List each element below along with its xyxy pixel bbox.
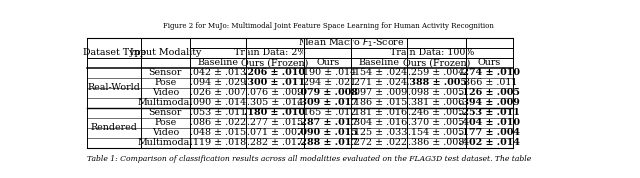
Text: .274 ± .010: .274 ± .010: [459, 68, 520, 77]
Text: .086 ± .022: .086 ± .022: [189, 118, 246, 127]
Text: .294 ± .021: .294 ± .021: [300, 78, 356, 87]
Text: .079 ± .008: .079 ± .008: [298, 88, 358, 97]
Text: .386 ± .008: .386 ± .008: [408, 138, 465, 147]
Text: .181 ± .016: .181 ± .016: [351, 108, 408, 117]
Text: .388 ± .005: .388 ± .005: [406, 78, 467, 87]
Text: .090 ± .014: .090 ± .014: [189, 98, 246, 107]
Text: .246 ± .005: .246 ± .005: [408, 108, 465, 117]
Text: .304 ± .016: .304 ± .016: [351, 118, 408, 127]
Text: Figure 2 for MuJo: Multimodal Joint Feature Space Learning for Human Activity Re: Figure 2 for MuJo: Multimodal Joint Feat…: [163, 22, 493, 30]
Text: Multimodal: Multimodal: [138, 98, 193, 107]
Text: .271 ± .024: .271 ± .024: [351, 78, 407, 87]
Text: .300 ± .011: .300 ± .011: [244, 78, 305, 87]
Text: .366 ± .011: .366 ± .011: [461, 78, 518, 87]
Text: Multimodal: Multimodal: [138, 138, 193, 147]
Text: Table 1: Comparison of classification results across all modalities evaluated on: Table 1: Comparison of classification re…: [88, 155, 532, 163]
Text: .026 ± .007: .026 ± .007: [189, 88, 246, 97]
Text: .309 ± .017: .309 ± .017: [298, 98, 358, 107]
Text: .119 ± .018: .119 ± .018: [189, 138, 246, 147]
Text: Ours: Ours: [478, 58, 501, 67]
Text: Ours (Frozen): Ours (Frozen): [403, 58, 470, 67]
Text: .370 ± .005: .370 ± .005: [408, 118, 465, 127]
Text: .177 ± .004: .177 ± .004: [459, 128, 520, 137]
Text: Train Data: 2%: Train Data: 2%: [234, 48, 307, 57]
Text: .154 ± .024: .154 ± .024: [351, 68, 408, 77]
Text: .186 ± .015: .186 ± .015: [351, 98, 408, 107]
Text: Baseline: Baseline: [197, 58, 238, 67]
Text: .042 ± .013: .042 ± .013: [189, 68, 246, 77]
Text: .404 ± .010: .404 ± .010: [459, 118, 520, 127]
Text: .190 ± .014: .190 ± .014: [300, 68, 356, 77]
Text: Rendered: Rendered: [91, 123, 138, 132]
Text: .125 ± .033: .125 ± .033: [351, 128, 408, 137]
Text: .381 ± .006: .381 ± .006: [408, 98, 465, 107]
Text: Sensor: Sensor: [148, 108, 182, 117]
Text: .402 ± .014: .402 ± .014: [459, 138, 520, 147]
Text: .180 ± .010: .180 ± .010: [244, 108, 305, 117]
Text: Video: Video: [152, 88, 179, 97]
Text: .288 ± .017: .288 ± .017: [297, 138, 358, 147]
Text: Input Modality: Input Modality: [130, 48, 201, 57]
Text: .165 ± .012: .165 ± .012: [300, 108, 356, 117]
Text: .071 ± .007: .071 ± .007: [247, 128, 303, 137]
Text: .053 ± .011: .053 ± .011: [189, 108, 246, 117]
Text: Baseline: Baseline: [359, 58, 400, 67]
Text: Ours: Ours: [316, 58, 339, 67]
Text: .094 ± .029: .094 ± .029: [189, 78, 246, 87]
Text: Mean Macro $F_1$-Score: Mean Macro $F_1$-Score: [298, 36, 404, 49]
Text: Dataset Type: Dataset Type: [83, 48, 146, 57]
Text: .394 ± .009: .394 ± .009: [459, 98, 520, 107]
Text: .206 ± .010: .206 ± .010: [244, 68, 305, 77]
Text: Real-World: Real-World: [88, 83, 141, 92]
Text: .259 ± .004: .259 ± .004: [408, 68, 465, 77]
Text: .154 ± .005: .154 ± .005: [408, 128, 465, 137]
Text: .090 ± .015: .090 ± .015: [298, 128, 358, 137]
Text: .282 ± .017: .282 ± .017: [247, 138, 303, 147]
Text: Pose: Pose: [154, 78, 177, 87]
Text: .305 ± .014: .305 ± .014: [247, 98, 303, 107]
Text: .272 ± .022: .272 ± .022: [351, 138, 407, 147]
Text: .126 ± .005: .126 ± .005: [459, 88, 520, 97]
Text: .253 ± .011: .253 ± .011: [459, 108, 520, 117]
Text: Train Data: 100%: Train Data: 100%: [390, 48, 474, 57]
Text: .097 ± .009: .097 ± .009: [351, 88, 408, 97]
Text: Sensor: Sensor: [148, 68, 182, 77]
Text: .098 ± .005: .098 ± .005: [408, 88, 465, 97]
Text: .076 ± .009: .076 ± .009: [247, 88, 303, 97]
Text: Pose: Pose: [154, 118, 177, 127]
Text: .277 ± .015: .277 ± .015: [247, 118, 303, 127]
Text: .048 ± .015: .048 ± .015: [189, 128, 246, 137]
Text: Video: Video: [152, 128, 179, 137]
Text: .287 ± .017: .287 ± .017: [297, 118, 358, 127]
Text: Ours (Frozen): Ours (Frozen): [241, 58, 308, 67]
